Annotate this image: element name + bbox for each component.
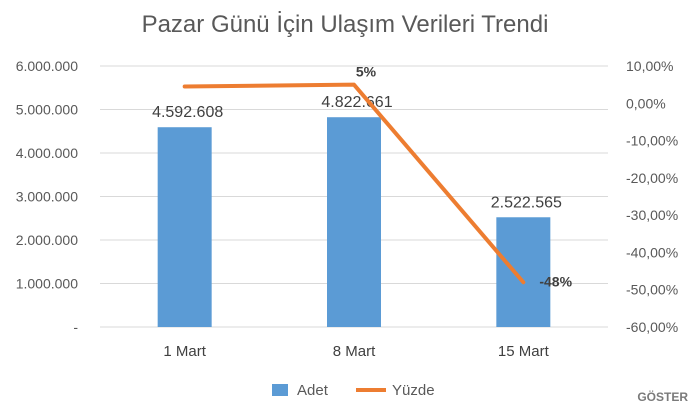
bar-data-label: 4.822.661 [321, 94, 392, 111]
category-label: 8 Mart [333, 343, 376, 360]
legend-label: Yüzde [392, 382, 435, 399]
line-data-label: 5% [356, 64, 377, 80]
watermark: GÖSTER [637, 389, 688, 404]
right-tick-label: -30,00% [626, 207, 678, 223]
bar-data-label: 4.592.608 [152, 104, 223, 121]
right-tick-label: -40,00% [626, 244, 678, 260]
line-series: 5% -48% [182, 64, 573, 289]
line-point [184, 86, 186, 88]
category-label: 1 Mart [163, 343, 206, 360]
right-axis-ticks: 10,00% 0,00% -10,00% -20,00% -30,00% -40,00% -… [626, 58, 678, 335]
bar-2 [327, 117, 381, 327]
bar-3 [496, 217, 551, 327]
category-label: 15 Mart [498, 343, 550, 360]
left-tick-label: - [73, 319, 78, 335]
right-tick-label: -20,00% [626, 170, 678, 186]
bar-1 [157, 127, 212, 327]
left-tick-label: 4.000.000 [16, 145, 78, 161]
legend-label: Adet [297, 382, 329, 399]
left-tick-label: 1.000.000 [16, 276, 78, 292]
category-labels: 1 Mart 8 Mart 15 Mart [163, 343, 549, 360]
left-tick-label: 3.000.000 [16, 189, 78, 205]
bar-series: 4.592.608 4.822.661 2.522.565 [152, 94, 562, 327]
legend-swatch-bar [272, 384, 288, 396]
right-tick-label: 10,00% [626, 58, 673, 74]
line-point [353, 84, 355, 86]
bar-data-label: 2.522.565 [491, 194, 562, 211]
left-axis-ticks: 6.000.000 5.000.000 4.000.000 3.000.000 2.00… [16, 58, 79, 335]
right-tick-label: -50,00% [626, 282, 678, 298]
line-point [522, 281, 524, 283]
right-tick-label: -60,00% [626, 319, 678, 335]
left-tick-label: 6.000.000 [16, 58, 78, 74]
line-data-label: -48% [539, 273, 572, 289]
left-tick-label: 5.000.000 [16, 102, 78, 118]
right-tick-label: 0,00% [626, 95, 666, 111]
chart-title: Pazar Günü İçin Ulaşım Verileri Trendi [142, 11, 549, 38]
right-tick-label: -10,00% [626, 133, 678, 149]
left-tick-label: 2.000.000 [16, 232, 78, 248]
legend: Adet Yüzde [272, 382, 435, 399]
